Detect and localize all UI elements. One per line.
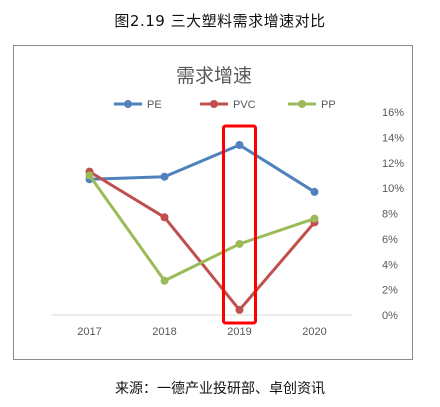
y-tick-label: 12%	[382, 158, 404, 170]
legend-swatch-marker	[298, 100, 306, 108]
series-line-pp	[88, 173, 316, 283]
y-tick-label: 16%	[382, 107, 404, 119]
data-point-pp	[310, 214, 319, 223]
x-tick-label: 2019	[227, 326, 251, 338]
x-tick-label: 2020	[302, 326, 326, 338]
legend-label-pvc: PVC	[233, 99, 256, 111]
data-point-pvc	[160, 213, 169, 222]
data-point-pe	[310, 187, 319, 196]
chart-frame: 需求增速 PE PVC PP 0% 2% 4% 6% 8% 10% 12% 14% 16% 2017 2…	[13, 45, 413, 360]
x-tick-label: 2017	[77, 326, 101, 338]
y-tick-label: 6%	[382, 234, 398, 246]
legend: PE PVC PP	[114, 99, 336, 111]
legend-label-pe: PE	[147, 99, 162, 111]
y-tick-label: 0%	[382, 310, 398, 322]
data-point-pp	[85, 171, 94, 180]
series-group	[85, 140, 319, 314]
series-line-pvc	[88, 170, 316, 312]
line-chart: 需求增速 PE PVC PP 0% 2% 4% 6% 8% 10% 12% 14% 16% 2017 2…	[52, 65, 404, 338]
legend-swatch-marker	[210, 100, 218, 108]
x-tick-label: 2018	[152, 326, 176, 338]
y-tick-label: 4%	[382, 259, 398, 271]
data-point-pp	[160, 276, 169, 285]
legend-swatch-marker	[124, 100, 132, 108]
series-line-pe	[88, 143, 316, 194]
data-point-pvc	[235, 305, 244, 314]
data-point-pe	[235, 140, 244, 149]
y-tick-label: 2%	[382, 285, 398, 297]
chart-title: 需求增速	[176, 65, 252, 87]
figure-caption: 图2.19 三大塑料需求增速对比	[114, 12, 326, 30]
data-point-pp	[235, 239, 244, 248]
legend-label-pp: PP	[321, 99, 336, 111]
y-tick-label: 10%	[382, 183, 404, 195]
y-tick-label: 14%	[382, 132, 404, 144]
data-point-pe	[160, 172, 169, 181]
source-note: 来源：一德产业投研部、卓创资讯	[115, 381, 325, 397]
highlight-box	[222, 124, 257, 325]
highlight-group	[222, 124, 257, 325]
y-tick-label: 8%	[382, 209, 398, 221]
axes: 0% 2% 4% 6% 8% 10% 12% 14% 16% 2017 2018 2019 2020	[52, 107, 404, 338]
